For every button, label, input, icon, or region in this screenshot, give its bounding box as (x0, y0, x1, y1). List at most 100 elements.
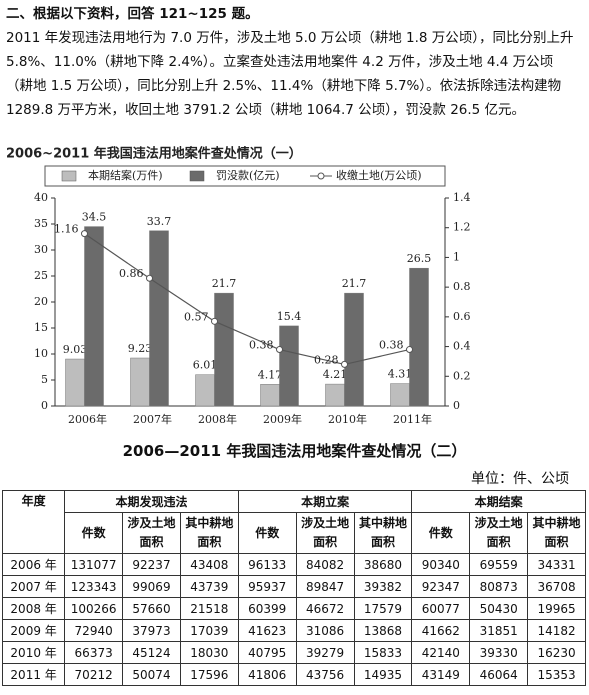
bar (344, 292, 364, 407)
y2-tick-label: 0.6 (453, 310, 471, 323)
cell: 70212 (64, 663, 124, 686)
bar (409, 267, 429, 407)
value-label: 33.7 (147, 215, 172, 228)
cell: 36708 (527, 575, 586, 598)
cell: 42140 (411, 641, 471, 664)
cell: 123343 (64, 575, 124, 598)
row-label: 2010 年 (1, 641, 66, 664)
legend-swatch (189, 170, 205, 182)
line-point (81, 230, 88, 238)
y-tick-label: 25 (34, 269, 48, 282)
cell: 15833 (353, 641, 413, 664)
cell: 41662 (411, 619, 471, 642)
sub-header: 件数 (411, 512, 471, 554)
y-tick-label: 40 (34, 191, 48, 204)
cell: 60399 (237, 597, 297, 620)
sub-header: 涉及土地面积 (469, 512, 529, 554)
cell: 69559 (469, 553, 529, 576)
bar (325, 383, 345, 407)
cell: 46064 (469, 663, 529, 686)
header-row: 年度 本期发现违法 本期立案 本期结案 (1, 490, 586, 554)
y2-tick-label: 0.2 (453, 369, 471, 382)
sub-header: 件数 (237, 512, 297, 554)
row-label: 2009 年 (1, 619, 66, 642)
table-row: 2010 年 66373 45124 18030 40795 39279 15833 4214… (1, 641, 586, 664)
sub-header: 其中耕地面积 (527, 512, 586, 554)
legend-label: 收缴土地(万公顷) (336, 168, 422, 182)
cell: 19965 (527, 597, 586, 620)
value-label: 0.57 (184, 310, 209, 323)
cell: 95937 (237, 575, 297, 598)
y-tick-label: 5 (41, 373, 48, 386)
cell: 13868 (353, 619, 413, 642)
y-tick-label: 0 (41, 399, 48, 412)
bar (84, 226, 104, 407)
cell: 15353 (527, 663, 586, 686)
cell: 17596 (179, 663, 239, 686)
x-tick-label: 2006年 (68, 412, 107, 426)
cell: 66373 (64, 641, 124, 664)
cell: 14182 (527, 619, 586, 642)
group-header: 本期立案 (237, 490, 413, 513)
cell: 31086 (295, 619, 355, 642)
cell: 57660 (122, 597, 181, 620)
data-table: 年度 本期发现违法 本期立案 本期结案 件数 涉及土地面积 其中耕地面积 件数 涉及土地面积 其中… (1, 490, 586, 686)
cell: 45124 (122, 641, 181, 664)
cell: 43756 (295, 663, 355, 686)
cell: 99069 (122, 575, 181, 598)
y-tick-label: 30 (34, 243, 48, 256)
cell: 39279 (295, 641, 355, 664)
table-row: 2009 年 72940 37973 17039 41623 31086 13868 4166… (1, 619, 586, 642)
line (84, 233, 410, 366)
y2-tick-label: 0 (453, 399, 460, 412)
line-point (211, 317, 218, 325)
cell: 84082 (295, 553, 355, 576)
legend-swatch (61, 170, 77, 182)
cell: 18030 (179, 641, 239, 664)
sub-header: 涉及土地面积 (122, 512, 181, 554)
value-label: 26.5 (407, 252, 432, 265)
value-label: 0.38 (249, 339, 274, 352)
legend-box (44, 165, 446, 187)
value-label: 1.16 (54, 223, 79, 236)
line-point (406, 346, 413, 354)
table-row: 2006 年 131077 92237 43408 96133 84082 38680 903… (1, 553, 586, 576)
value-label: 0.28 (314, 353, 339, 366)
row-label: 2007 年 (1, 575, 66, 598)
sub-header: 其中耕地面积 (179, 512, 239, 554)
row-label: 2006 年 (1, 553, 66, 576)
x-tick-label: 2007年 (133, 412, 172, 426)
corner-header: 年度 (1, 490, 66, 554)
cell: 37973 (122, 619, 181, 642)
legend-label: 罚没款(亿元) (216, 168, 280, 182)
group-header: 本期发现违法 (64, 490, 239, 513)
bar (279, 325, 299, 407)
cell: 96133 (237, 553, 297, 576)
cell: 38680 (353, 553, 413, 576)
line-point (341, 360, 348, 368)
x-tick-label: 2009年 (263, 412, 302, 426)
bar (260, 384, 280, 407)
cell: 31851 (469, 619, 529, 642)
legend-label: 本期结案(万件) (88, 168, 163, 182)
cell: 41623 (237, 619, 297, 642)
bar (65, 358, 85, 407)
value-label: 9.03 (63, 343, 88, 356)
paragraph: 2011 年发现违法用地行为 7.0 万件，涉及土地 5.0 万公顷（耕地 1.… (6, 30, 574, 118)
cell: 46672 (295, 597, 355, 620)
bar (130, 357, 150, 407)
x-tick-label: 2008年 (198, 412, 237, 426)
cell: 41806 (237, 663, 297, 686)
value-label: 9.23 (128, 342, 153, 355)
intro: 二、根据以下资料，回答 121~125 题。 2011 年发现违法用地行为 7.… (6, 2, 580, 122)
chart: 2006~2011 年我国违法用地案件查处情况（一） 0510152025303… (6, 146, 471, 427)
cell: 100266 (64, 597, 124, 620)
y2-tick-label: 0.4 (453, 340, 471, 353)
group-header: 本期结案 (411, 490, 586, 513)
table-title: 2006—2011 年我国违法用地案件查处情况（二） (122, 442, 467, 460)
row-label: 2011 年 (1, 663, 66, 686)
subheader-row: 件数 涉及土地面积 其中耕地面积 件数 涉及土地面积 其中耕地面积 件数 涉及土地面积 其中耕地… (3, 512, 586, 554)
value-label: 34.5 (82, 211, 107, 224)
cell: 43739 (179, 575, 239, 598)
